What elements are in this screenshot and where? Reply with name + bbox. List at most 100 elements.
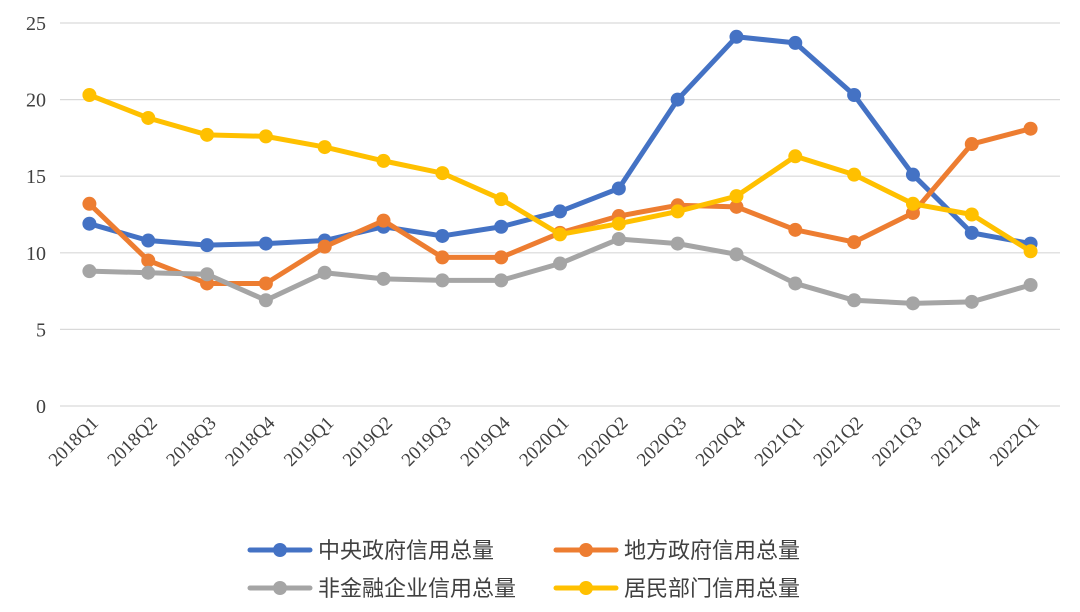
data-point bbox=[964, 137, 979, 152]
x-tick-label: 2020Q2 bbox=[574, 413, 632, 471]
x-tick-label: 2019Q2 bbox=[339, 413, 397, 471]
data-point bbox=[611, 181, 626, 196]
x-tick-label: 2021Q2 bbox=[810, 413, 868, 471]
data-point bbox=[141, 253, 156, 268]
data-point bbox=[964, 294, 979, 309]
series-layer bbox=[82, 29, 1038, 311]
y-axis-ticks: 0 5 10 15 20 25 bbox=[26, 13, 46, 418]
data-point bbox=[376, 213, 391, 228]
data-point bbox=[317, 239, 332, 254]
y-tick-label: 15 bbox=[26, 166, 46, 188]
data-point bbox=[905, 196, 920, 211]
x-tick-label: 2020Q3 bbox=[633, 413, 691, 471]
data-point bbox=[258, 236, 273, 251]
y-tick-label: 0 bbox=[36, 396, 46, 418]
legend-label: 地方政府信用总量 bbox=[624, 539, 800, 564]
data-point bbox=[494, 219, 509, 234]
legend-swatch-marker bbox=[273, 543, 287, 557]
legend-item: 中央政府信用总量 bbox=[247, 539, 494, 564]
data-point bbox=[258, 293, 273, 308]
legend-item: 非金融企业信用总量 bbox=[247, 577, 516, 602]
data-point bbox=[435, 250, 450, 265]
x-tick-label: 2021Q4 bbox=[927, 412, 985, 470]
series-1 bbox=[82, 29, 1038, 253]
x-axis-ticks: 2018Q1 2018Q2 2018Q3 2018Q4 2019Q1 2019Q2 2019… bbox=[45, 412, 1044, 470]
data-point bbox=[494, 250, 509, 265]
data-point bbox=[200, 267, 215, 282]
data-point bbox=[729, 189, 744, 204]
x-tick-label: 2018Q3 bbox=[162, 413, 220, 471]
data-point bbox=[435, 166, 450, 181]
data-point bbox=[670, 204, 685, 219]
x-tick-label: 2020Q4 bbox=[692, 412, 750, 470]
data-point bbox=[847, 167, 862, 182]
data-point bbox=[435, 273, 450, 288]
data-point bbox=[82, 88, 97, 103]
x-tick-label: 2020Q1 bbox=[515, 413, 573, 471]
data-point bbox=[82, 216, 97, 231]
y-tick-label: 20 bbox=[26, 90, 46, 112]
legend-item: 居民部门信用总量 bbox=[553, 577, 800, 602]
data-point bbox=[788, 276, 803, 291]
data-point bbox=[847, 293, 862, 308]
data-point bbox=[258, 129, 273, 144]
data-point bbox=[729, 29, 744, 44]
legend-label: 中央政府信用总量 bbox=[318, 539, 494, 564]
data-point bbox=[1023, 121, 1038, 136]
data-point bbox=[905, 296, 920, 311]
data-point bbox=[1023, 244, 1038, 259]
x-tick-label: 2019Q3 bbox=[398, 413, 456, 471]
x-tick-label: 2021Q1 bbox=[751, 413, 809, 471]
data-point bbox=[317, 265, 332, 280]
data-point bbox=[82, 264, 97, 279]
series-line bbox=[86, 236, 1034, 306]
x-tick-label: 2018Q4 bbox=[221, 412, 279, 470]
data-point bbox=[847, 88, 862, 103]
x-tick-label: 2022Q1 bbox=[986, 413, 1044, 471]
data-point bbox=[964, 225, 979, 240]
data-point bbox=[611, 216, 626, 231]
data-point bbox=[200, 127, 215, 142]
data-point bbox=[141, 110, 156, 125]
x-tick-label: 2018Q1 bbox=[45, 413, 103, 471]
y-tick-label: 5 bbox=[36, 319, 46, 341]
data-point bbox=[82, 196, 97, 211]
legend-label: 居民部门信用总量 bbox=[624, 577, 800, 602]
data-point bbox=[258, 276, 273, 291]
x-tick-label: 2019Q4 bbox=[457, 412, 515, 470]
data-point bbox=[141, 265, 156, 280]
data-point bbox=[376, 271, 391, 286]
series-4 bbox=[82, 88, 1038, 259]
data-point bbox=[553, 227, 567, 242]
data-point bbox=[553, 256, 567, 271]
data-point bbox=[317, 140, 332, 155]
x-tick-label: 2018Q2 bbox=[104, 413, 162, 471]
legend-swatch-marker bbox=[579, 581, 593, 595]
data-point bbox=[729, 199, 744, 214]
legend-label: 非金融企业信用总量 bbox=[318, 577, 516, 602]
data-point bbox=[670, 236, 685, 251]
x-tick-label: 2021Q3 bbox=[868, 413, 926, 471]
data-point bbox=[611, 232, 626, 247]
data-point bbox=[729, 247, 744, 262]
data-point bbox=[494, 273, 509, 288]
y-tick-label: 25 bbox=[26, 13, 46, 35]
legend-swatch-marker bbox=[579, 543, 593, 557]
data-point bbox=[141, 233, 156, 248]
data-point bbox=[905, 167, 920, 182]
y-tick-label: 10 bbox=[26, 243, 46, 265]
data-point bbox=[670, 92, 685, 107]
series-3 bbox=[82, 232, 1038, 311]
data-point bbox=[200, 238, 215, 253]
data-point bbox=[494, 192, 509, 207]
data-point bbox=[847, 235, 862, 250]
data-point bbox=[788, 222, 803, 237]
legend-item: 地方政府信用总量 bbox=[553, 539, 800, 564]
data-point bbox=[553, 204, 567, 219]
data-point bbox=[376, 153, 391, 168]
gridlines bbox=[60, 22, 1060, 407]
data-point bbox=[788, 35, 803, 50]
data-point bbox=[1023, 277, 1038, 292]
data-point bbox=[435, 228, 450, 243]
